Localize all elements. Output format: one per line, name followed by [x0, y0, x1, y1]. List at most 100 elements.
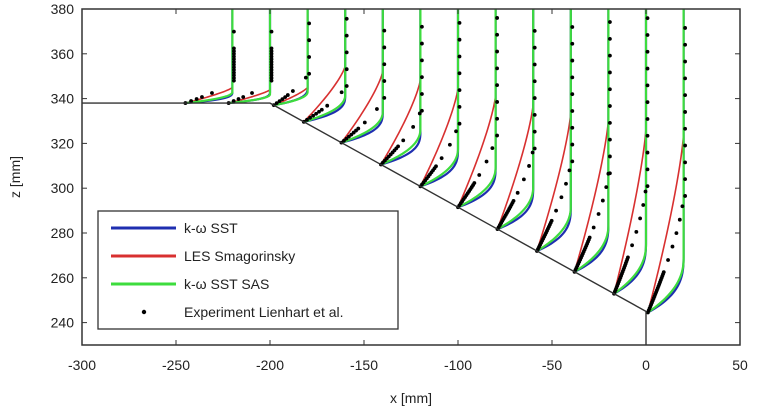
series-les-curve	[419, 9, 459, 187]
experiment-point	[396, 144, 400, 149]
x-tick-label: -300	[68, 357, 96, 373]
experiment-point	[645, 184, 650, 189]
experiment-point	[457, 88, 462, 92]
experiment-point	[608, 70, 612, 75]
experiment-point	[608, 154, 612, 159]
series-sst-curve	[497, 9, 535, 231]
experiment-point	[490, 146, 495, 151]
series-sas-curve	[496, 9, 535, 231]
experiment-point	[645, 49, 650, 54]
experiment-point	[344, 67, 349, 72]
experiment-point	[608, 104, 612, 108]
experiment-point	[596, 212, 601, 216]
series-les-curve	[647, 9, 685, 313]
experiment-point	[269, 78, 274, 83]
x-tick-label: -100	[444, 357, 472, 373]
experiment-point	[232, 59, 236, 64]
experiment-point	[532, 112, 537, 117]
experiment-point	[666, 258, 670, 262]
experiment-point	[344, 50, 349, 55]
experiment-point	[434, 164, 438, 169]
experiment-point	[645, 150, 650, 155]
experiment-point	[241, 95, 246, 99]
series-sas-curve	[536, 9, 572, 252]
x-tick-label: 50	[732, 357, 748, 373]
experiment-point	[307, 21, 312, 26]
experiment-point	[420, 92, 424, 96]
experiment-point	[587, 235, 592, 240]
legend-label-sst: k-ω SST	[184, 220, 238, 236]
experiment-point	[532, 96, 537, 100]
series-sas-curve	[185, 9, 234, 105]
series-sas-curve	[380, 9, 422, 166]
experiment-point	[608, 87, 612, 92]
series-sst-curve	[536, 9, 572, 252]
experiment-point	[417, 111, 422, 116]
profile-0	[612, 9, 650, 296]
experiment-point	[683, 93, 688, 98]
experiment-point	[680, 204, 685, 209]
experiment-point	[683, 26, 688, 30]
profile-curves	[183, 9, 688, 315]
experiment-point	[683, 194, 688, 198]
series-les-curve	[496, 9, 535, 230]
experiment-point	[670, 244, 675, 249]
profile--40	[535, 9, 575, 253]
experiment-point	[645, 16, 650, 21]
experiment-point	[280, 97, 285, 102]
experiment-point	[570, 142, 575, 147]
wall-line	[82, 102, 647, 345]
experiment-point	[269, 68, 274, 72]
experiment-point	[511, 198, 516, 203]
series-les-curve	[228, 9, 271, 104]
y-tick-label: 360	[51, 46, 75, 62]
experiment-point	[232, 51, 236, 56]
experiment-point	[290, 89, 295, 93]
series-sst-curve	[341, 9, 384, 144]
experiment-point	[319, 107, 324, 112]
series-les-curve	[613, 9, 647, 294]
experiment-point	[643, 189, 648, 194]
series-les-curve	[185, 9, 234, 104]
experiment-point	[269, 49, 274, 54]
experiment-point	[495, 83, 500, 88]
profile--140	[339, 9, 387, 145]
experiment-point	[362, 120, 367, 125]
profile--80	[456, 9, 500, 210]
experiment-point	[570, 92, 575, 97]
experiment-point	[570, 75, 575, 80]
experiment-point	[314, 111, 318, 116]
legend-label-exp: Experiment Lienhart et al.	[184, 304, 344, 320]
x-tick-label: -50	[542, 357, 562, 373]
series-les-curve	[340, 9, 384, 144]
series-sst-curve	[420, 9, 460, 188]
experiment-point	[495, 16, 500, 20]
experiment-point	[231, 99, 236, 103]
experiment-point	[527, 164, 531, 168]
experiment-point	[269, 59, 274, 64]
experiment-point	[189, 99, 193, 103]
experiment-point	[554, 208, 558, 213]
experiment-point	[457, 104, 462, 109]
experiment-point	[454, 129, 458, 134]
experiment-point	[447, 142, 452, 147]
experiment-point	[277, 99, 282, 104]
experiment-point	[549, 218, 554, 223]
series-sas-curve	[303, 9, 347, 123]
x-tick-label: -250	[162, 357, 190, 373]
experiment-point	[457, 71, 462, 76]
y-tick-label: 280	[51, 225, 75, 241]
experiment-point	[495, 32, 500, 37]
experiment-point	[232, 49, 236, 54]
experiment-point	[194, 97, 199, 101]
experiment-point	[630, 243, 634, 248]
experiment-point	[356, 126, 361, 131]
experiment-point	[269, 70, 274, 75]
experiment-point	[269, 54, 274, 59]
experiment-point	[269, 57, 274, 62]
experiment-point	[401, 138, 406, 143]
experiment-point	[530, 150, 535, 155]
profile--120	[379, 9, 424, 167]
experiment-point	[472, 181, 477, 185]
experiment-point	[608, 36, 612, 41]
